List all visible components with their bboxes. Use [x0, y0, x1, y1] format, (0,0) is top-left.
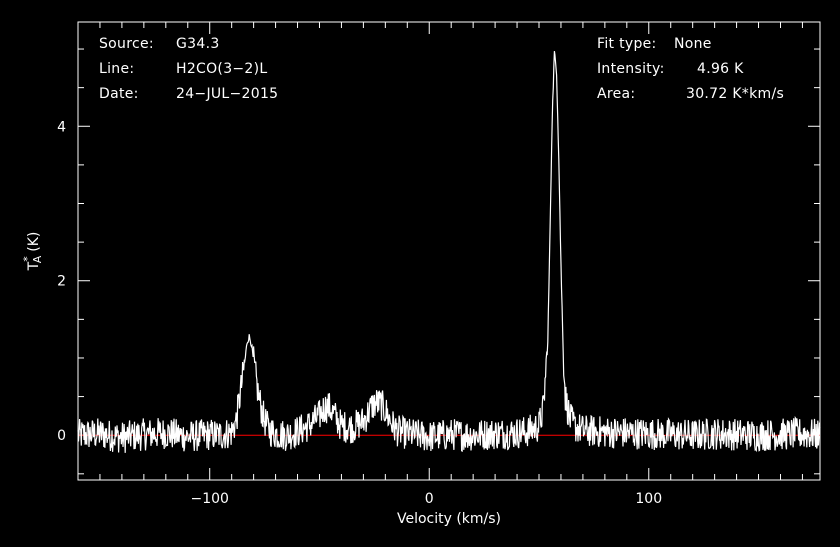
- x-tick-label: 100: [635, 491, 662, 507]
- line-value: H2CO(3−2)L: [176, 61, 268, 77]
- tick-labels: −100 0 100 0 2 4: [57, 119, 662, 507]
- y-tick-label: 0: [57, 428, 66, 444]
- plot-frame: [77, 21, 821, 481]
- fit-type-value: None: [674, 36, 712, 52]
- intensity-value: 4.96 K: [697, 61, 744, 77]
- x-tick-label: 0: [425, 491, 434, 507]
- x-axis-label: Velocity (km/s): [397, 511, 501, 527]
- area-label: Area:: [597, 86, 636, 102]
- y-axis-label-t: T: [26, 261, 42, 271]
- line-label: Line:: [99, 61, 135, 77]
- y-axis-label-unit: (K): [26, 232, 42, 252]
- axis-ticks: [78, 22, 820, 480]
- y-tick-label: 2: [57, 274, 66, 290]
- svg-text:T*A(K): T*A (K): [21, 232, 44, 272]
- source-value: G34.3: [176, 36, 220, 52]
- y-axis-label-sub: A: [31, 255, 44, 263]
- intensity-label: Intensity:: [597, 61, 665, 77]
- y-axis-label-star: *: [21, 256, 34, 262]
- y-tick-label: 4: [57, 119, 66, 135]
- fit-type-label: Fit type:: [597, 36, 657, 52]
- date-label: Date:: [99, 86, 139, 102]
- source-label: Source:: [99, 36, 154, 52]
- y-axis-label: T*A (K): [21, 232, 44, 272]
- area-value: 30.72 K*km/s: [686, 86, 785, 102]
- x-tick-label: −100: [190, 491, 228, 507]
- spectrum-series: [77, 51, 821, 453]
- date-value: 24−JUL−2015: [176, 86, 279, 102]
